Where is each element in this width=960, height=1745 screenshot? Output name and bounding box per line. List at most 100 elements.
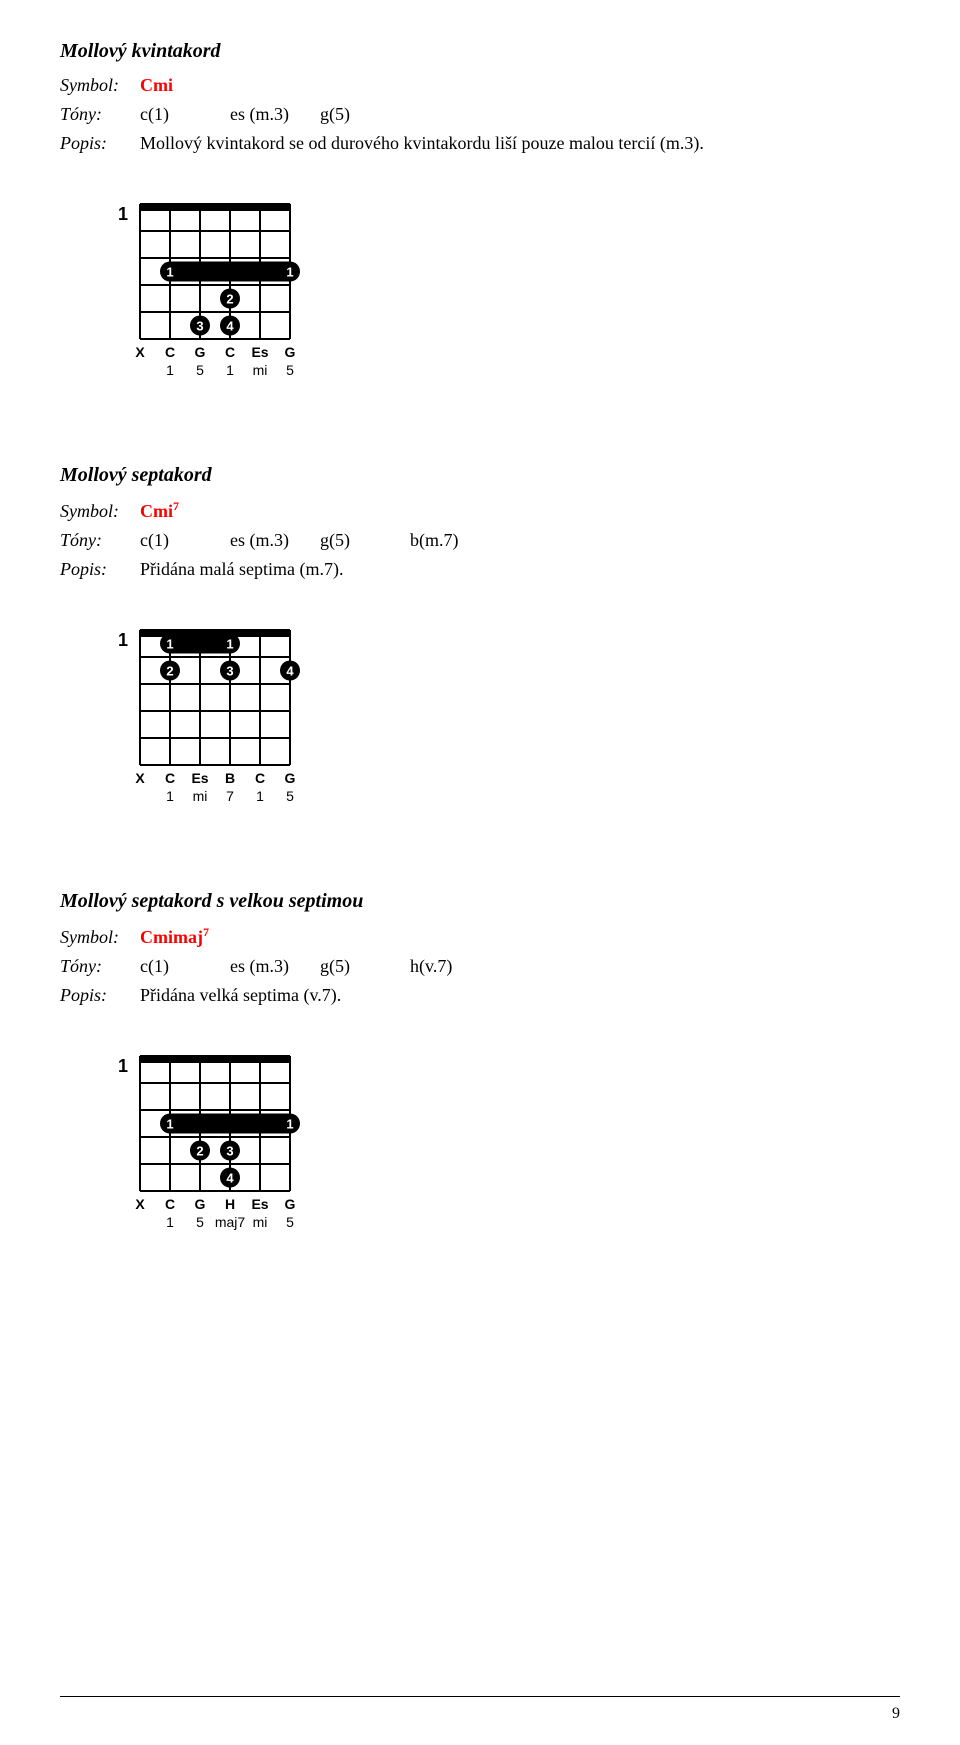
- degree-label: 5: [286, 1214, 294, 1230]
- tone: b(m.7): [410, 530, 500, 551]
- note-label: X: [135, 770, 145, 786]
- start-fret-label: 1: [118, 204, 128, 224]
- note-label: G: [285, 770, 296, 786]
- note-label: G: [285, 344, 296, 360]
- degree-label: 1: [256, 788, 264, 804]
- svg-text:2: 2: [226, 292, 233, 307]
- note-label: C: [225, 344, 235, 360]
- desc-label: Popis:: [60, 559, 140, 580]
- desc-label: Popis:: [60, 133, 140, 154]
- tone: g(5): [320, 104, 410, 125]
- svg-text:4: 4: [226, 319, 234, 334]
- chord-section: Mollový septakord s velkou septimou Symb…: [60, 890, 900, 1256]
- tone: h(v.7): [410, 956, 500, 977]
- symbol-row: Symbol: Cmimaj7: [60, 925, 900, 948]
- note-label: G: [285, 1196, 296, 1212]
- desc-text: Přidána malá septima (m.7).: [140, 559, 343, 580]
- tones-row: Tóny: c(1)es (m.3)g(5)b(m.7): [60, 530, 900, 551]
- symbol-label: Symbol:: [60, 501, 140, 522]
- degree-label: 7: [226, 788, 234, 804]
- degree-label: 1: [166, 788, 174, 804]
- svg-text:3: 3: [226, 664, 233, 679]
- note-label: B: [225, 770, 235, 786]
- tone: es (m.3): [230, 956, 320, 977]
- desc-row: Popis: Přidána malá septima (m.7).: [60, 559, 900, 580]
- tone: es (m.3): [230, 530, 320, 551]
- diagram-wrap: 1 1 1 2 3 4 X C Es B C G 1 mi 7 1 5: [100, 610, 900, 830]
- start-fret-label: 1: [118, 1056, 128, 1076]
- chord-section: Mollový septakord Symbol: Cmi7 Tóny: c(1…: [60, 464, 900, 830]
- desc-row: Popis: Přidána velká septima (v.7).: [60, 985, 900, 1006]
- note-label: C: [165, 770, 175, 786]
- page-number: 9: [892, 1705, 900, 1723]
- desc-row: Popis: Mollový kvintakord se od durového…: [60, 133, 900, 154]
- tone: es (m.3): [230, 104, 320, 125]
- symbol-value: Cmi: [140, 75, 173, 96]
- section-title: Mollový kvintakord: [60, 40, 900, 63]
- section-title: Mollový septakord: [60, 464, 900, 487]
- note-label: G: [195, 344, 206, 360]
- note-label: Es: [251, 1196, 268, 1212]
- note-label: C: [255, 770, 265, 786]
- degree-label: 5: [196, 362, 204, 378]
- footer-divider: [60, 1696, 900, 1697]
- symbol-row: Symbol: Cmi7: [60, 499, 900, 522]
- tone: c(1): [140, 104, 230, 125]
- degree-label: 1: [226, 362, 234, 378]
- note-label: X: [135, 344, 145, 360]
- tone: c(1): [140, 530, 230, 551]
- chord-diagram: 1 1 1 2 3 4 X C Es B C G 1 mi 7 1 5: [100, 610, 310, 825]
- svg-text:4: 4: [286, 664, 294, 679]
- symbol-row: Symbol: Cmi: [60, 75, 900, 96]
- svg-text:1: 1: [226, 637, 233, 652]
- svg-text:1: 1: [166, 265, 173, 280]
- svg-text:1: 1: [286, 265, 293, 280]
- diagram-wrap: 1 1 1 2 3 4 X C G H Es G 1 5 maj7 mi 5: [100, 1036, 900, 1256]
- degree-label: 5: [286, 788, 294, 804]
- desc-label: Popis:: [60, 985, 140, 1006]
- svg-text:3: 3: [226, 1144, 233, 1159]
- chord-diagram: 1 1 1 2 3 4 X C G C Es G 1 5 1 mi 5: [100, 184, 310, 399]
- start-fret-label: 1: [118, 630, 128, 650]
- degree-label: mi: [253, 362, 268, 378]
- degree-label: mi: [193, 788, 208, 804]
- note-label: X: [135, 1196, 145, 1212]
- degree-label: 1: [166, 1214, 174, 1230]
- diagram-wrap: 1 1 1 2 3 4 X C G C Es G 1 5 1 mi 5: [100, 184, 900, 404]
- tone: g(5): [320, 956, 410, 977]
- tones-label: Tóny:: [60, 104, 140, 125]
- note-label: Es: [251, 344, 268, 360]
- note-label: Es: [191, 770, 208, 786]
- desc-text: Přidána velká septima (v.7).: [140, 985, 341, 1006]
- svg-text:3: 3: [196, 319, 203, 334]
- symbol-label: Symbol:: [60, 75, 140, 96]
- degree-label: maj7: [215, 1214, 246, 1230]
- symbol-value: Cmi7: [140, 499, 179, 522]
- degree-label: 5: [286, 362, 294, 378]
- section-title: Mollový septakord s velkou septimou: [60, 890, 900, 913]
- tones-row: Tóny: c(1)es (m.3)g(5): [60, 104, 900, 125]
- svg-text:2: 2: [196, 1144, 203, 1159]
- svg-text:1: 1: [166, 637, 173, 652]
- tones-label: Tóny:: [60, 530, 140, 551]
- note-label: C: [165, 1196, 175, 1212]
- degree-label: 5: [196, 1214, 204, 1230]
- symbol-label: Symbol:: [60, 927, 140, 948]
- note-label: C: [165, 344, 175, 360]
- chord-section: Mollový kvintakord Symbol: Cmi Tóny: c(1…: [60, 40, 900, 404]
- tones-row: Tóny: c(1)es (m.3)g(5)h(v.7): [60, 956, 900, 977]
- degree-label: 1: [166, 362, 174, 378]
- note-label: H: [225, 1196, 235, 1212]
- tones-label: Tóny:: [60, 956, 140, 977]
- desc-text: Mollový kvintakord se od durového kvinta…: [140, 133, 704, 154]
- svg-text:1: 1: [166, 1117, 173, 1132]
- degree-label: mi: [253, 1214, 268, 1230]
- symbol-value: Cmimaj7: [140, 925, 209, 948]
- tone: c(1): [140, 956, 230, 977]
- svg-text:1: 1: [286, 1117, 293, 1132]
- note-label: G: [195, 1196, 206, 1212]
- svg-text:4: 4: [226, 1171, 234, 1186]
- tone: g(5): [320, 530, 410, 551]
- svg-text:2: 2: [166, 664, 173, 679]
- chord-diagram: 1 1 1 2 3 4 X C G H Es G 1 5 maj7 mi 5: [100, 1036, 310, 1251]
